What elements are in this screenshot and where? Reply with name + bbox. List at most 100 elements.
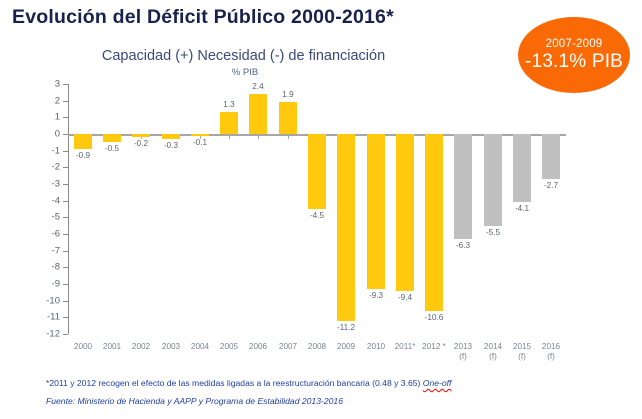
y-axis-tick (63, 300, 68, 302)
bar-value-label: -10.6 (424, 312, 444, 322)
bar-value-label: 1.3 (223, 100, 235, 110)
x-axis-label-year: 2007 (278, 342, 298, 351)
x-axis-label-forecast-note: (f) (459, 352, 467, 361)
x-axis-label: 2013 (f) (441, 342, 485, 362)
chart-bar (132, 134, 150, 138)
badge-value-label: -13.1% PIB (524, 51, 624, 72)
footnote-asterisk: *2011 y 2012 recogen el efecto de las me… (46, 378, 451, 388)
chart-bar (220, 112, 238, 134)
x-axis-tick (229, 134, 230, 139)
bar-value-label: -0.9 (75, 151, 91, 160)
x-axis-label-year: 2009 (336, 342, 356, 351)
chart-bar (162, 134, 180, 139)
chart-bar (396, 134, 414, 291)
x-axis-label-year: 2001 (102, 342, 122, 351)
x-axis-label: 2002 (119, 342, 163, 351)
x-axis-label: 2009 (324, 342, 368, 351)
y-axis-label: -9 (51, 278, 60, 290)
x-axis-tick (288, 134, 289, 139)
chart-bar (454, 134, 472, 239)
y-axis-label: 3 (54, 78, 60, 90)
y-axis-label: -10 (46, 295, 60, 307)
highlight-badge: 2007-2009 -13.1% PIB (518, 17, 630, 93)
x-axis-label: 2014 (f) (471, 342, 515, 362)
x-axis-label-year: 2011* (394, 342, 416, 351)
bar-value-label: -2.7 (543, 181, 559, 190)
x-axis-label-year: 2005 (219, 342, 239, 351)
x-axis-label: 2005 (207, 342, 251, 351)
bar-value-label: -11.2 (336, 322, 356, 332)
bar-value-label: -4.1 (514, 204, 530, 214)
chart-bar (74, 134, 92, 149)
chart-title: Capacidad (+) Necesidad (-) de financiac… (101, 48, 386, 64)
x-axis-label: 2016 (f) (529, 342, 573, 362)
bar-value-label: -9.3 (368, 291, 384, 300)
y-axis-label: -6 (51, 228, 60, 240)
x-axis-label-year: 2015 (512, 342, 532, 351)
y-axis-label: -8 (51, 261, 60, 273)
y-axis-label: -7 (51, 245, 60, 257)
y-axis-label: -3 (51, 178, 60, 190)
x-axis-label-forecast-note: (f) (518, 352, 526, 361)
x-axis-label-year: 2002 (131, 342, 151, 351)
y-axis-tick (63, 200, 68, 202)
y-axis-tick (63, 217, 68, 219)
x-axis-label-year: 2012 * (422, 342, 446, 351)
page-title: Evolución del Déficit Público 2000-2016* (12, 6, 394, 28)
y-axis-tick (63, 100, 68, 102)
x-axis-label: 2008 (295, 342, 339, 351)
y-axis-label: -11 (46, 311, 60, 323)
bar-value-label: -6.3 (455, 241, 471, 250)
y-axis-label: -2 (51, 161, 60, 173)
y-axis-label: -12 (46, 328, 60, 340)
bar-value-label: -0.3 (163, 141, 179, 150)
x-axis-label: 2012 * (412, 342, 456, 351)
y-axis-tick (63, 334, 68, 335)
y-axis-tick (63, 184, 68, 185)
chart-bar (513, 134, 531, 203)
x-axis-label-forecast-note: (f) (489, 352, 497, 361)
x-axis-label-year: 2016 (541, 342, 561, 351)
bar-value-label: -4.5 (309, 211, 325, 220)
chart-plot-area: 3 2 1 0 -1 -2 -3 -4 -5 -6 -7 -8 -9 -10 -11 -12 -0.9 2000 -… (46, 79, 566, 361)
bar-value-label: -0.2 (133, 139, 149, 149)
bar-value-label: -9.4 (397, 292, 413, 302)
footnote-text: *2011 y 2012 recogen el efecto de las me… (46, 378, 423, 388)
x-axis-label: 2011* (383, 342, 427, 351)
footnote-source: Fuente: Ministerio de Hacienda y AAPP y … (46, 396, 343, 406)
x-axis-label-year: 2006 (248, 342, 268, 351)
x-axis-label-year: 2000 (73, 342, 93, 351)
y-axis-label: 1 (54, 111, 60, 123)
x-axis-label-year: 2013 (453, 342, 473, 351)
y-axis-label: -5 (51, 211, 60, 223)
chart-units-label: % PIB (231, 67, 259, 78)
x-axis-label: 2006 (236, 342, 280, 351)
chart-bar (484, 134, 502, 226)
x-axis-label-year: 2014 (483, 342, 503, 351)
x-axis-label-year: 2008 (307, 342, 327, 351)
chart-bar (279, 102, 297, 134)
bar-value-label: 1.9 (282, 90, 294, 100)
x-axis-label: 2000 (61, 342, 105, 351)
chart-bar (337, 134, 355, 321)
y-axis-tick (63, 84, 68, 85)
bar-value-label: -0.5 (104, 144, 120, 154)
x-axis-tick (258, 134, 259, 139)
footnote-oneoff: One-off (422, 378, 452, 388)
y-axis-label: -4 (51, 195, 60, 207)
x-axis-label-forecast-note: (f) (547, 352, 555, 361)
x-axis-label-year: 2003 (161, 342, 181, 351)
chart-bar (542, 134, 560, 179)
y-axis-label: 2 (54, 95, 60, 107)
x-axis-label: 2010 (354, 342, 398, 351)
y-axis-label: 0 (54, 128, 60, 140)
y-axis-tick (63, 134, 68, 135)
x-axis-label: 2004 (178, 342, 222, 351)
x-axis-label: 2007 (266, 342, 310, 351)
x-axis-label: 2015 (f) (500, 342, 544, 362)
x-axis-label: 2003 (149, 342, 193, 351)
y-axis-tick (63, 150, 68, 152)
y-axis-tick (63, 234, 68, 235)
y-axis-tick (63, 267, 68, 269)
